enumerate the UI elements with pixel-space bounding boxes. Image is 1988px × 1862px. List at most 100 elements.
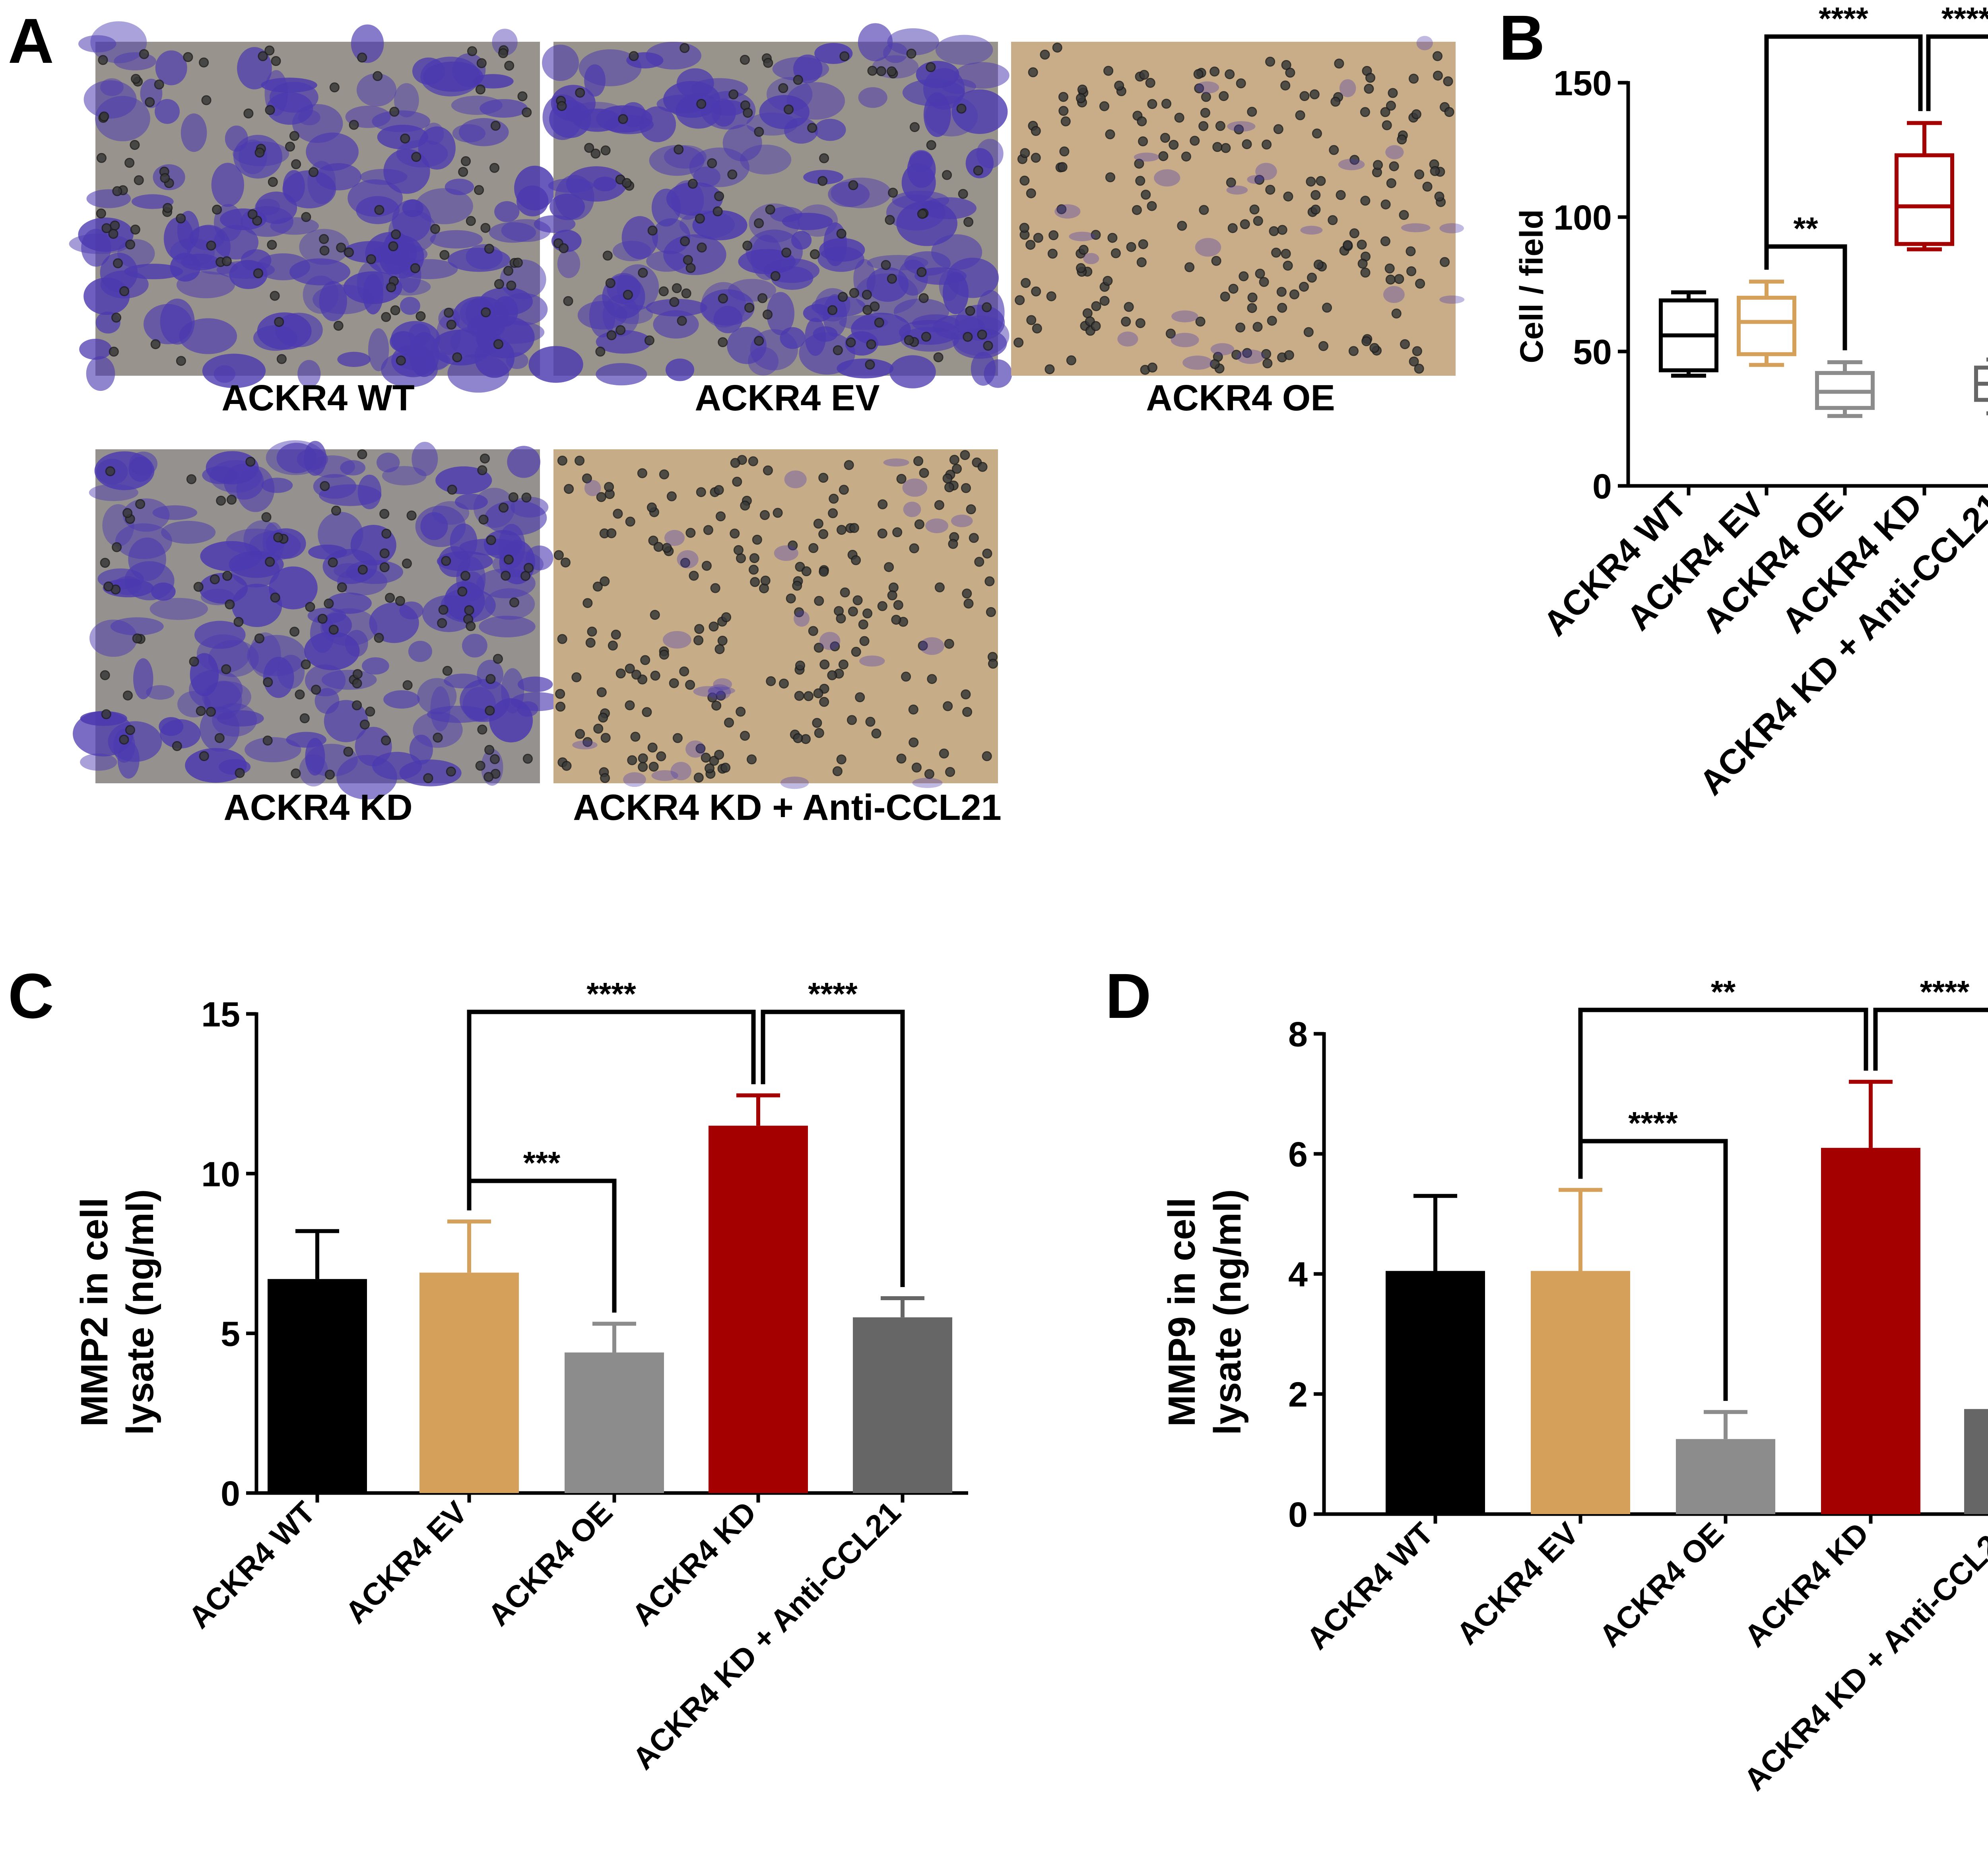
membrane-pore [333, 320, 344, 331]
membrane-pore [1299, 91, 1310, 101]
membrane-pore [944, 482, 955, 493]
membrane-pore [694, 624, 705, 634]
membrane-pore [263, 677, 273, 687]
membrane-pore [906, 49, 916, 59]
membrane-pore [366, 254, 376, 264]
stained-cell [399, 759, 462, 786]
membrane-pore [476, 58, 487, 68]
membrane-pore [819, 567, 829, 577]
membrane-pore [917, 209, 927, 219]
membrane-pore [680, 236, 690, 247]
membrane-pore [1386, 178, 1396, 188]
stained-cell [664, 530, 685, 546]
stained-cell [310, 455, 355, 478]
membrane-pore [385, 593, 395, 603]
stained-cell [517, 676, 553, 692]
membrane-pore [804, 691, 813, 701]
membrane-pore [490, 754, 500, 764]
membrane-pore [112, 542, 122, 552]
stained-cell [360, 169, 408, 185]
stained-cell [155, 99, 180, 124]
membrane-pore [606, 330, 617, 340]
membrane-pore [618, 114, 628, 124]
membrane-pore [600, 145, 611, 155]
membrane-pore [245, 456, 256, 467]
membrane-pore [458, 167, 468, 177]
membrane-pore [718, 337, 728, 348]
membrane-pore [1254, 175, 1264, 185]
membrane-pore [773, 508, 783, 518]
membrane-pore [1137, 116, 1147, 126]
membrane-pore [1369, 343, 1380, 353]
membrane-pore [1028, 67, 1038, 78]
membrane-pore [881, 260, 891, 270]
stained-cell [602, 294, 639, 337]
membrane-pore [1380, 199, 1391, 210]
membrane-pore [730, 458, 740, 468]
membrane-pore [720, 763, 731, 773]
membrane-pore [485, 674, 496, 684]
membrane-pore [1409, 74, 1419, 84]
membrane-pore [1299, 282, 1309, 292]
membrane-pore [1361, 336, 1372, 346]
membrane-pore [584, 143, 594, 153]
stained-cell [572, 740, 598, 749]
membrane-pore [693, 773, 704, 783]
membrane-pore [135, 499, 146, 509]
stained-cell [214, 225, 259, 260]
membrane-pore [625, 664, 635, 674]
membrane-pore [374, 633, 384, 643]
membrane-pore [1343, 240, 1353, 250]
membrane-pore [243, 108, 254, 118]
membrane-pore [324, 598, 334, 609]
membrane-pore [1357, 239, 1367, 250]
membrane-pore [732, 477, 742, 487]
stained-cell [713, 306, 743, 334]
stained-cell [163, 217, 194, 260]
membrane-pore [914, 519, 924, 530]
membrane-pore [274, 317, 284, 327]
y-tick-label-0: 0 [1592, 467, 1612, 506]
membrane-pore [564, 484, 574, 494]
stained-cell [584, 480, 601, 496]
membrane-pore [944, 639, 954, 649]
membrane-pore [1091, 230, 1101, 240]
membrane-pore [1247, 292, 1258, 303]
membrane-pore [381, 528, 392, 539]
stained-cell [639, 106, 676, 142]
membrane-pore [1400, 339, 1410, 349]
membrane-pore [374, 205, 384, 215]
membrane-pore [1139, 70, 1149, 80]
membrane-pore [493, 339, 503, 349]
membrane-pore [328, 625, 339, 635]
stained-cell [122, 498, 170, 532]
stained-cell [231, 584, 282, 627]
stained-cell [438, 546, 470, 577]
membrane-pore [596, 492, 606, 502]
membrane-pore [982, 302, 992, 313]
membrane-pore [1209, 66, 1220, 77]
stained-cell [388, 210, 437, 253]
significance-bracket [1764, 34, 1923, 270]
membrane-pore [792, 581, 802, 591]
stained-cell [814, 118, 846, 141]
membrane-pore [475, 761, 485, 771]
membrane-pore [1221, 143, 1231, 153]
membrane-pore [295, 689, 305, 700]
membrane-pore [402, 558, 412, 569]
membrane-pore [855, 692, 865, 703]
membrane-pore [337, 582, 347, 592]
membrane-pore [336, 243, 346, 253]
membrane-pore [1364, 83, 1374, 94]
stained-cell [692, 210, 747, 241]
membrane-pore [265, 557, 275, 567]
membrane-pore [984, 576, 995, 586]
membrane-pore [501, 571, 511, 581]
membrane-pore [1412, 346, 1422, 356]
membrane-pore [743, 108, 753, 118]
membrane-pore [253, 268, 263, 278]
membrane-pore [490, 120, 501, 131]
membrane-pore [838, 292, 848, 302]
membrane-pore [1239, 271, 1249, 282]
bar-ackr4-ev [1531, 1271, 1630, 1514]
